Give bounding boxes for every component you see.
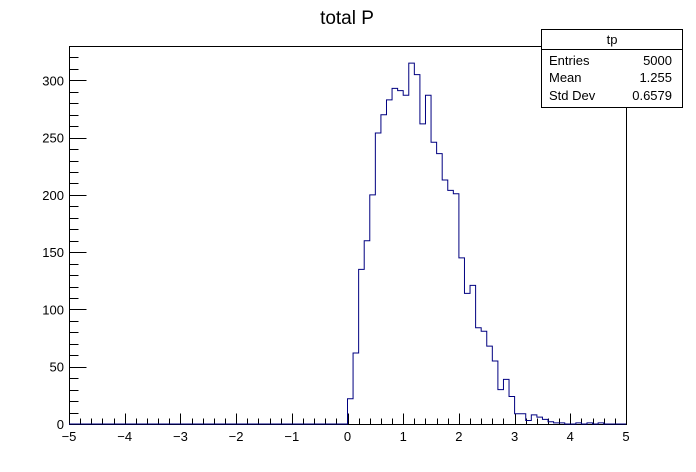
y-tick-label: 250 [42,131,64,146]
stats-stddev-label: Std Dev [549,88,596,103]
x-tick-label: 2 [455,429,462,444]
stats-stddev-value: 0.6579 [632,88,672,103]
x-tick-label: 1 [400,429,407,444]
x-tick-label: −5 [62,429,77,444]
x-tick-label: 5 [622,429,629,444]
y-axis [69,46,87,425]
y-tick-label: 0 [57,417,64,432]
histogram-series [69,62,626,425]
stats-box: tp Entries 5000 Mean 1.255 Std Dev 0.657… [541,29,683,108]
x-tick-label: −4 [117,429,132,444]
y-tick-labels: 0 50 100 150 200 250 300 [42,73,64,432]
y-tick-label: 50 [50,360,64,375]
x-tick-label: 4 [567,429,574,444]
y-tick-label: 200 [42,188,64,203]
y-tick-label: 100 [42,302,64,317]
stats-entries-label: Entries [549,53,590,68]
x-tick-label: 0 [344,429,351,444]
stats-entries-value: 5000 [643,53,672,68]
x-tick-labels: −5 −4 −3 −2 −1 0 1 2 3 4 5 [62,429,630,444]
stats-box-frame [541,29,683,108]
stats-box-name: tp [607,32,618,47]
chart-title: total P [320,8,374,29]
stats-mean-value: 1.255 [639,70,672,85]
stats-mean-label: Mean [549,70,582,85]
x-tick-label: −3 [173,429,188,444]
y-tick-label: 300 [42,73,64,88]
y-tick-label: 150 [42,245,64,260]
x-tick-label: −2 [229,429,244,444]
x-tick-label: 3 [511,429,518,444]
x-tick-label: −1 [284,429,299,444]
